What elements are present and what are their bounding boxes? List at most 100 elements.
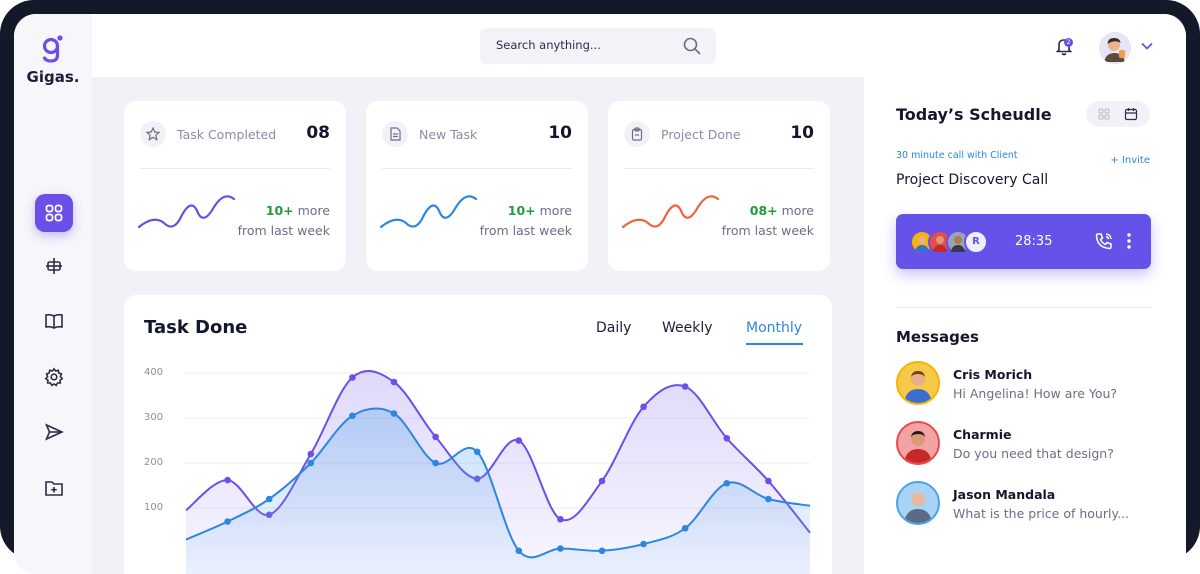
stat-value: 10 [790,123,814,143]
data-point[interactable] [723,479,731,487]
tab-daily[interactable]: Daily [596,320,632,336]
document-icon [382,121,408,147]
grid-view-icon[interactable] [1098,108,1110,120]
message-sender: Cris Morich [953,367,1033,382]
stat-value: 10 [548,123,572,143]
stat-card-task-completed[interactable]: Task Completed 08 10+ more from last wee… [124,101,346,271]
grid-icon [45,204,63,222]
call-subtitle: 30 minute call with Client [896,150,1018,161]
data-point[interactable] [432,433,439,441]
call-title: Project Discovery Call [896,172,1049,188]
sidebar-item-settings[interactable] [35,358,73,396]
avatar [896,481,940,525]
stat-card-new-task[interactable]: New Task 10 10+ more from last week [366,101,588,271]
data-point[interactable] [307,459,315,467]
message-item[interactable]: Charmie Do you need that design? [896,421,1156,467]
data-point[interactable] [598,547,606,555]
message-item[interactable]: Cris Morich Hi Angelina! How are You? [896,361,1156,407]
data-point[interactable] [640,403,647,411]
more-vertical-icon[interactable] [1126,231,1132,251]
avatar [896,421,940,465]
call-timer: 28:35 [1015,234,1053,249]
data-point[interactable] [224,518,231,525]
logo[interactable]: Gigas. [14,34,92,86]
clipboard-icon [624,121,650,147]
align-icon [46,258,62,274]
data-point[interactable] [265,495,273,503]
data-point[interactable] [765,477,772,485]
stat-delta-sub: from last week [479,223,572,238]
data-point[interactable] [640,540,647,548]
app-screen: Gigas. [14,14,1186,574]
stat-delta-rest: more [535,203,572,218]
folder-add-icon [45,481,63,496]
stat-delta-value: 10+ [507,203,536,218]
send-icon [44,423,64,441]
data-point[interactable] [681,524,689,532]
user-avatar[interactable] [1099,32,1131,64]
data-point[interactable] [723,434,731,442]
view-toggle[interactable] [1086,101,1150,127]
divider [140,168,330,169]
task-done-chart [184,370,811,574]
participant-initial-avatar: R [964,230,988,254]
sidebar-item-library[interactable] [35,302,73,340]
message-item[interactable]: Jason Mandala What is the price of hourl… [896,481,1156,527]
call-bar[interactable]: R 28:35 [896,214,1151,269]
search-input[interactable]: Search anything... [496,38,601,52]
sidebar-item-dashboard[interactable] [35,194,73,232]
chevron-down-icon[interactable] [1140,41,1154,51]
calendar-icon[interactable] [1124,107,1138,121]
data-point[interactable] [515,437,523,444]
tab-weekly[interactable]: Weekly [662,320,713,336]
data-point[interactable] [349,374,356,381]
stat-delta-sub: from last week [721,223,814,238]
message-sender: Jason Mandala [953,487,1056,502]
y-tick-label: 400 [144,367,164,378]
data-point[interactable] [390,378,398,386]
messages-title: Messages [896,328,979,346]
search-bar[interactable]: Search anything... [480,28,716,64]
active-tab-underline [746,343,803,345]
tab-monthly[interactable]: Monthly [746,320,803,336]
stat-label: New Task [419,127,478,142]
data-point[interactable] [515,547,523,555]
stat-label: Project Done [661,127,741,142]
user-avatar-icon [1099,32,1131,64]
data-point[interactable] [765,495,772,503]
divider [896,307,1152,308]
phone-call-icon[interactable] [1094,231,1114,251]
data-point[interactable] [473,448,481,456]
top-header: Search anything... 2 [92,14,1186,77]
data-point[interactable] [681,383,689,390]
y-tick-label: 300 [144,412,164,423]
stat-delta-rest: more [293,203,330,218]
notification-badge: 2 [1064,38,1073,47]
sidebar-item-folder[interactable] [35,469,73,507]
stat-delta: 10+ more from last week [238,201,330,241]
search-icon[interactable] [682,36,702,56]
message-sender: Charmie [953,427,1012,442]
gear-icon [44,367,64,387]
data-point[interactable] [557,515,564,523]
y-tick-label: 100 [144,502,164,513]
invite-button[interactable]: + Invite [1110,155,1150,166]
avatar [896,361,940,405]
main-content: Task Completed 08 10+ more from last wee… [92,77,864,574]
data-point[interactable] [349,412,356,420]
data-point[interactable] [224,476,231,484]
data-point[interactable] [307,450,315,458]
data-point[interactable] [390,410,398,417]
message-preview: Hi Angelina! How are You? [953,386,1118,401]
data-point[interactable] [557,545,564,552]
book-icon [45,313,63,329]
data-point[interactable] [598,477,606,485]
y-tick-label: 200 [144,457,164,468]
sidebar-item-layers[interactable] [35,247,73,285]
sidebar-item-send[interactable] [35,413,73,451]
stat-value: 08 [306,123,330,143]
stat-card-project-done[interactable]: Project Done 10 08+ more from last week [608,101,830,271]
data-point[interactable] [432,459,439,467]
divider [624,168,814,169]
